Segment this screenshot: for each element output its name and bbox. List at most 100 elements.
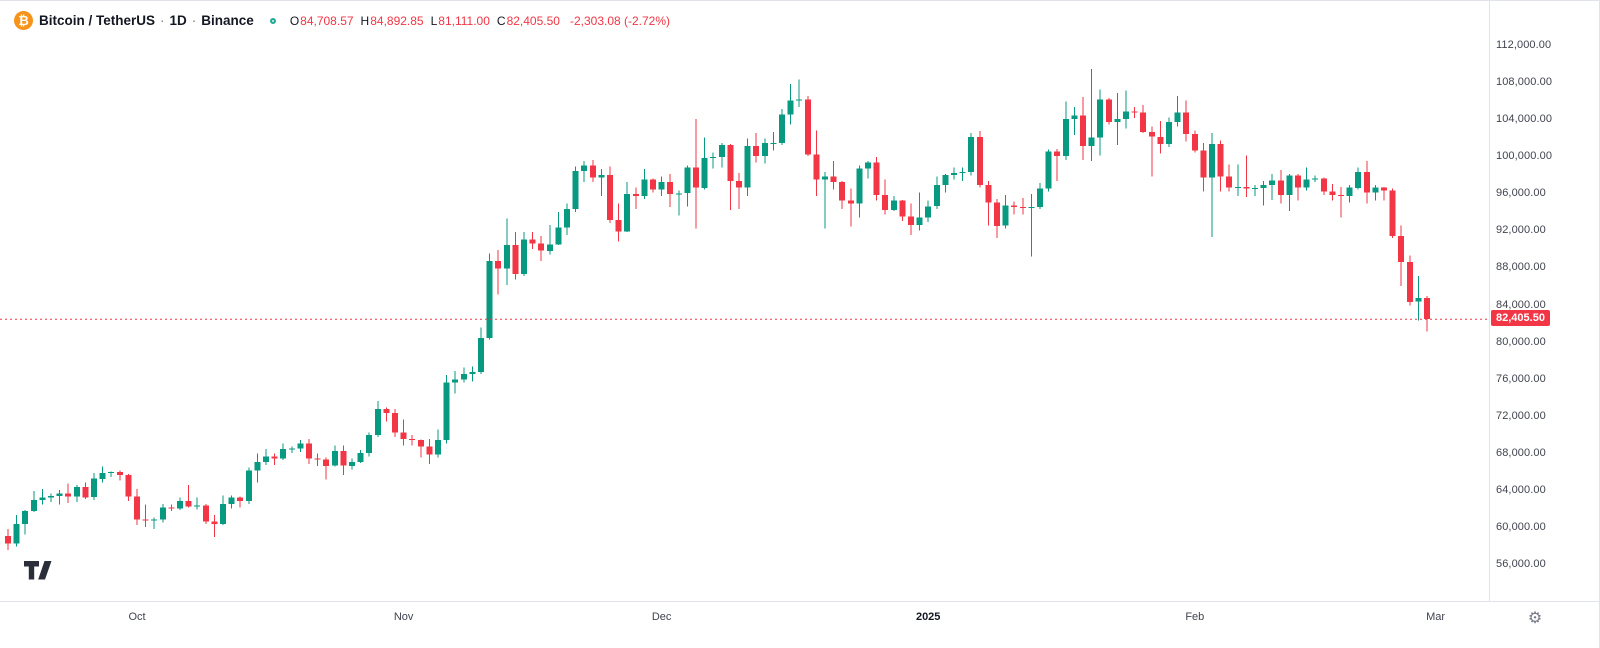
ohlc-values: O 84,708.57 H 84,892.85 L 81,111.00 C 82,405…: [290, 14, 560, 28]
candle: [546, 244, 553, 251]
candle: [1372, 187, 1379, 193]
candle: [237, 497, 244, 501]
candle: [1329, 191, 1336, 196]
candle: [1088, 137, 1095, 146]
candle: [1028, 207, 1035, 209]
time-axis-label: Oct: [128, 611, 146, 623]
candle: [1320, 178, 1327, 192]
candle: [1037, 188, 1043, 208]
candle: [856, 168, 863, 204]
candle: [1174, 112, 1181, 122]
bitcoin-icon: ₿: [14, 11, 33, 30]
candle: [529, 239, 536, 244]
candle: [452, 379, 459, 383]
candle: [486, 260, 493, 338]
candle: [830, 176, 837, 183]
candle: [1148, 132, 1155, 137]
candle: [22, 511, 29, 525]
time-axis[interactable]: Oct Nov Dec 2025 Feb Mar: [0, 601, 1490, 648]
price-axis-label: 68,000.00: [1496, 446, 1546, 459]
candle: [538, 243, 545, 251]
gear-icon: ⚙: [1527, 610, 1543, 627]
candle: [211, 521, 218, 525]
candle: [684, 167, 691, 194]
tradingview-logo[interactable]: [24, 561, 54, 581]
time-axis-label: Feb: [1185, 611, 1205, 623]
time-axis-label: 2025: [915, 611, 941, 623]
candle: [787, 100, 794, 115]
candle: [1200, 150, 1207, 178]
candle: [185, 501, 192, 507]
candle: [460, 374, 467, 380]
exchange-label[interactable]: Binance: [201, 13, 254, 28]
candle: [933, 184, 940, 207]
price-axis[interactable]: 112,000.00 108,000.00 104,000.00 100,000.00…: [1490, 1, 1599, 601]
candle: [847, 200, 854, 204]
candle: [813, 154, 820, 180]
candle: [443, 382, 450, 440]
candle: [976, 136, 983, 185]
candle: [383, 409, 390, 413]
candle: [736, 181, 742, 188]
candle: [202, 505, 209, 522]
candle: [710, 157, 717, 159]
price-axis-label: 96,000.00: [1496, 187, 1546, 200]
candle: [39, 497, 46, 501]
candle: [30, 500, 37, 512]
candle: [796, 99, 803, 101]
candle: [908, 216, 914, 225]
candle: [1217, 144, 1224, 177]
candle: [1054, 151, 1061, 157]
candle: [159, 507, 166, 520]
candle: [177, 501, 183, 509]
candle: [839, 182, 846, 201]
current-price-label: 82,405.50: [1491, 310, 1550, 327]
candle: [959, 172, 966, 173]
candle: [108, 472, 115, 474]
market-status-icon[interactable]: [269, 17, 276, 24]
candle: [968, 136, 975, 172]
candle: [306, 443, 312, 459]
candle: [495, 260, 502, 269]
candle: [804, 99, 811, 155]
candle: [392, 412, 398, 433]
symbol-name[interactable]: Bitcoin / TetherUS: [39, 13, 156, 28]
candle: [1243, 186, 1250, 189]
candle: [1191, 134, 1198, 151]
price-axis-label: 64,000.00: [1496, 483, 1546, 496]
candle: [899, 200, 906, 217]
candle: [1209, 144, 1215, 178]
candle: [340, 450, 347, 466]
candle: [1303, 179, 1310, 188]
candle: [925, 206, 932, 218]
price-axis-label: 100,000.00: [1496, 150, 1553, 163]
candle: [503, 245, 510, 269]
separator-dot: ·: [160, 13, 165, 28]
candle: [1415, 298, 1422, 302]
candle: [1105, 99, 1112, 122]
candle: [1338, 195, 1344, 197]
candle: [1277, 180, 1284, 196]
candle: [374, 409, 381, 436]
interval-label[interactable]: 1D: [169, 13, 187, 28]
candle: [1011, 205, 1018, 208]
candle: [65, 493, 72, 497]
price-axis-label: 76,000.00: [1496, 372, 1546, 385]
candle: [779, 114, 785, 143]
candle: [263, 456, 269, 463]
candle: [56, 493, 63, 496]
candle: [985, 184, 992, 203]
candle: [125, 475, 132, 497]
candle: [5, 536, 11, 544]
candle: [1045, 151, 1052, 189]
candle: [1226, 176, 1233, 188]
candle: [254, 462, 261, 471]
settings-icon[interactable]: ⚙: [1524, 607, 1546, 629]
candle: [641, 179, 648, 197]
candle: [168, 507, 175, 509]
candle: [1286, 175, 1293, 196]
candle: [701, 158, 708, 188]
candle: [727, 145, 734, 182]
candle: [564, 209, 570, 228]
